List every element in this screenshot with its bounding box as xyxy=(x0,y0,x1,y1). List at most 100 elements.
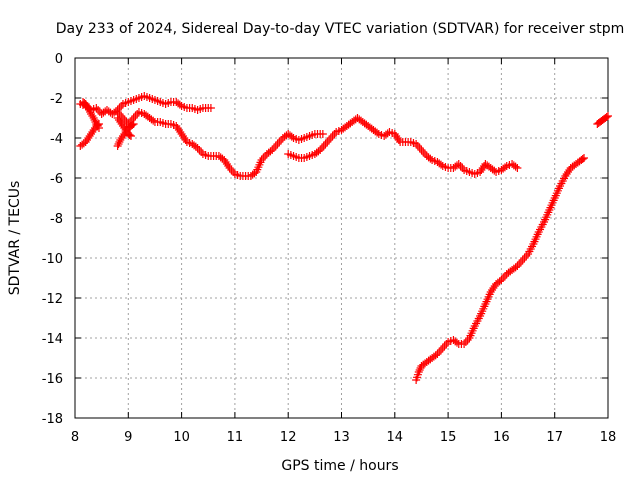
x-tick-label: 17 xyxy=(546,430,563,445)
data-point xyxy=(259,154,268,162)
data-point xyxy=(94,106,103,114)
y-tick-label: -4 xyxy=(50,132,63,147)
data-point xyxy=(94,120,103,128)
data-point xyxy=(129,120,138,128)
data-point xyxy=(414,368,423,376)
series-track-6 xyxy=(113,114,135,140)
data-point xyxy=(513,164,522,172)
x-tick-label: 15 xyxy=(440,430,457,445)
data-point xyxy=(125,131,134,139)
x-tick-label: 16 xyxy=(493,430,510,445)
data-point xyxy=(500,272,509,280)
x-axis-label: GPS time / hours xyxy=(281,458,398,474)
data-point xyxy=(511,263,520,272)
data-point xyxy=(225,164,234,172)
data-point xyxy=(271,142,280,150)
data-point xyxy=(452,161,461,170)
axis-ticks: 8 9 10 11 12 13 14 15 16 17 18 0 -2 -4 -6 -8 -10 -12 -14 -1… xyxy=(42,52,617,445)
x-tick-label: 14 xyxy=(387,430,404,445)
data-point xyxy=(604,112,612,120)
grid xyxy=(75,58,608,418)
data-point xyxy=(84,104,93,112)
data-point xyxy=(419,148,428,156)
data-point xyxy=(436,346,445,354)
data-point xyxy=(316,146,325,154)
series-track-8 xyxy=(412,154,589,384)
data-point xyxy=(515,260,524,268)
data-point xyxy=(426,154,435,163)
data-point xyxy=(273,140,282,148)
data-point xyxy=(257,156,266,164)
y-tick-label: -16 xyxy=(42,372,63,387)
data-point xyxy=(497,276,506,284)
data-point xyxy=(438,344,447,352)
series-track-7 xyxy=(284,114,522,178)
data-point xyxy=(578,155,587,163)
data-point xyxy=(602,113,611,121)
data-point xyxy=(412,140,421,148)
data-point xyxy=(328,132,337,140)
data-point xyxy=(516,258,525,266)
data-point xyxy=(442,340,451,348)
x-tick-label: 13 xyxy=(333,430,350,445)
data-point xyxy=(461,338,470,346)
data-point xyxy=(500,163,509,172)
data-point xyxy=(415,144,424,152)
data-point xyxy=(95,108,104,116)
data-point xyxy=(454,160,463,168)
series-track-4 xyxy=(113,108,327,180)
x-tick-label: 10 xyxy=(173,430,190,445)
data-point xyxy=(495,277,504,286)
data-point xyxy=(580,154,589,162)
y-tick-label: -8 xyxy=(50,212,63,227)
data-point xyxy=(421,150,430,158)
y-tick-label: -2 xyxy=(50,92,63,107)
data-point xyxy=(85,106,94,114)
data-point xyxy=(193,144,202,152)
data-point xyxy=(175,100,184,109)
data-point xyxy=(131,112,140,120)
data-point xyxy=(456,162,465,170)
data-point xyxy=(268,146,277,154)
data-point xyxy=(229,168,238,176)
y-tick-label: -10 xyxy=(42,252,63,267)
data-point xyxy=(93,121,102,129)
data-point xyxy=(326,134,335,142)
data-point xyxy=(323,138,332,146)
data-point xyxy=(227,166,236,174)
data-point xyxy=(330,130,339,138)
data-point xyxy=(317,144,326,152)
data-point xyxy=(373,128,382,137)
data-point xyxy=(520,254,529,262)
data-point xyxy=(191,142,200,151)
data-point xyxy=(266,147,275,156)
data-point xyxy=(460,340,469,348)
data-point xyxy=(394,136,403,144)
x-tick-label: 8 xyxy=(71,430,79,445)
data-point xyxy=(206,104,215,112)
series-track-3 xyxy=(76,120,103,150)
data-point xyxy=(511,162,520,171)
x-tick-label: 12 xyxy=(280,430,297,445)
data-point xyxy=(277,136,286,144)
y-tick-label: -6 xyxy=(50,172,63,187)
data-point xyxy=(89,114,98,122)
data-points xyxy=(76,92,612,384)
data-point xyxy=(197,148,206,156)
data-point xyxy=(319,142,328,150)
data-point xyxy=(463,336,472,344)
data-point xyxy=(499,274,508,282)
x-tick-label: 11 xyxy=(227,430,244,445)
data-point xyxy=(149,116,158,125)
data-point xyxy=(452,338,461,347)
series-track-9 xyxy=(593,112,612,128)
y-tick-label: -12 xyxy=(42,292,63,307)
data-point xyxy=(92,104,101,112)
data-point xyxy=(275,138,284,146)
data-point xyxy=(261,152,270,160)
data-point xyxy=(195,146,204,154)
x-tick-label: 9 xyxy=(124,430,132,445)
data-point xyxy=(413,142,422,150)
data-point xyxy=(458,164,467,172)
data-point xyxy=(133,110,142,118)
